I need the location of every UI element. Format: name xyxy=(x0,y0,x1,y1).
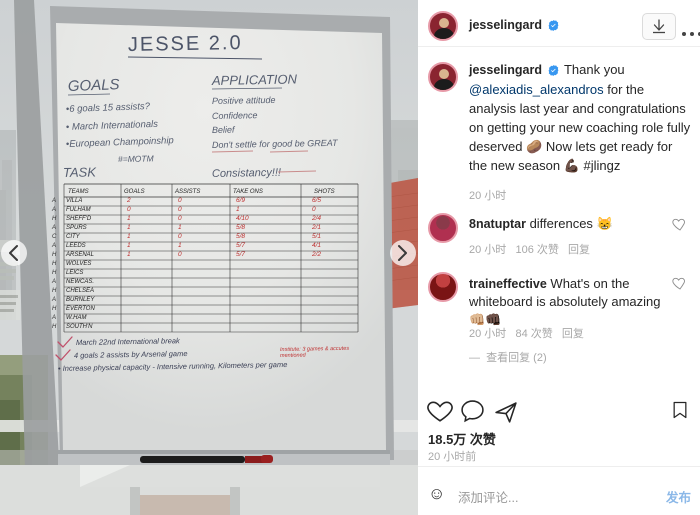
svg-text:H: H xyxy=(52,270,57,276)
svg-text:1: 1 xyxy=(236,206,240,213)
svg-text:Consistancy!!!: Consistancy!!! xyxy=(212,167,281,180)
svg-text:0: 0 xyxy=(178,206,182,213)
svg-text:A: A xyxy=(51,243,56,249)
svg-text:#=MOTM: #=MOTM xyxy=(118,153,155,164)
svg-text:TASK: TASK xyxy=(63,164,98,180)
svg-text:H: H xyxy=(52,252,57,258)
svg-text:H: H xyxy=(52,306,57,312)
svg-text:6/9: 6/9 xyxy=(236,197,245,204)
svg-text:A: A xyxy=(51,315,56,321)
svg-text:WOLVES: WOLVES xyxy=(66,261,91,267)
svg-text:2/4: 2/4 xyxy=(311,215,321,222)
svg-text:1: 1 xyxy=(178,242,182,249)
svg-text:BURNLEY: BURNLEY xyxy=(66,297,95,303)
svg-text:0: 0 xyxy=(178,215,182,222)
svg-text:1: 1 xyxy=(127,233,131,240)
svg-text:Belief: Belief xyxy=(212,125,236,135)
svg-text:TEAMS: TEAMS xyxy=(68,189,89,195)
svg-text:SOUTH'N: SOUTH'N xyxy=(66,324,93,330)
svg-text:TAKE ONS: TAKE ONS xyxy=(233,189,263,195)
svg-text:5/8: 5/8 xyxy=(236,224,245,231)
svg-text:C: C xyxy=(52,234,57,240)
svg-text:5/8: 5/8 xyxy=(236,233,245,240)
svg-text:March 22nd International break: March 22nd International break xyxy=(76,336,181,347)
svg-text:SHOTS: SHOTS xyxy=(314,189,335,195)
svg-text:A: A xyxy=(51,225,56,231)
svg-text:A: A xyxy=(51,207,56,213)
svg-text:GOALS: GOALS xyxy=(124,189,145,195)
svg-text:0: 0 xyxy=(178,233,182,240)
svg-text:1: 1 xyxy=(178,224,182,231)
svg-text:CHELSEA: CHELSEA xyxy=(66,288,94,294)
svg-text:LEICS: LEICS xyxy=(66,270,83,276)
svg-text:4/1: 4/1 xyxy=(312,242,321,249)
svg-text:A: A xyxy=(51,279,56,285)
svg-text:W.HAM: W.HAM xyxy=(66,315,86,321)
svg-text:2/1: 2/1 xyxy=(311,224,321,231)
svg-text:Confidence: Confidence xyxy=(212,110,258,121)
svg-text:H: H xyxy=(52,216,57,222)
svg-text:Positive attitude: Positive attitude xyxy=(212,95,276,106)
svg-text:2/2: 2/2 xyxy=(311,251,321,258)
svg-text:VILLA: VILLA xyxy=(66,198,82,204)
svg-text:6/5: 6/5 xyxy=(312,197,321,204)
svg-text:H: H xyxy=(52,288,57,294)
svg-text:0: 0 xyxy=(178,251,182,258)
svg-text:H: H xyxy=(52,324,57,330)
svg-text:GOALS: GOALS xyxy=(68,76,120,95)
svg-text:1: 1 xyxy=(127,224,131,231)
svg-text:4/10: 4/10 xyxy=(236,215,249,222)
svg-text:A: A xyxy=(51,198,56,204)
svg-text:1: 1 xyxy=(127,215,131,222)
svg-text:SHEFF'D: SHEFF'D xyxy=(66,216,92,222)
svg-text:A: A xyxy=(51,297,56,303)
svg-text:JESSE 2.0: JESSE 2.0 xyxy=(128,32,243,56)
svg-text:1: 1 xyxy=(127,242,131,249)
svg-text:ASSISTS: ASSISTS xyxy=(174,189,200,195)
svg-text:2: 2 xyxy=(126,197,131,204)
svg-text:ARSENAL: ARSENAL xyxy=(65,252,94,258)
svg-text:mentioned: mentioned xyxy=(280,353,307,359)
svg-text:APPLICATION: APPLICATION xyxy=(211,72,298,89)
svg-text:SPURS: SPURS xyxy=(66,225,87,231)
svg-text:EVERTON: EVERTON xyxy=(66,306,95,312)
svg-text:1: 1 xyxy=(127,251,131,258)
svg-text:FULHAM: FULHAM xyxy=(66,207,91,213)
svg-text:LEEDS: LEEDS xyxy=(66,243,86,249)
svg-text:NEWCAS.: NEWCAS. xyxy=(66,279,94,285)
svg-text:0: 0 xyxy=(312,206,316,213)
svg-text:5/1: 5/1 xyxy=(312,233,321,240)
svg-text:0: 0 xyxy=(127,206,131,213)
svg-text:5/7: 5/7 xyxy=(236,242,245,249)
svg-text:5/7: 5/7 xyxy=(236,251,245,258)
svg-text:0: 0 xyxy=(178,197,182,204)
svg-text:CITY: CITY xyxy=(66,234,81,240)
svg-text:H: H xyxy=(52,261,57,267)
